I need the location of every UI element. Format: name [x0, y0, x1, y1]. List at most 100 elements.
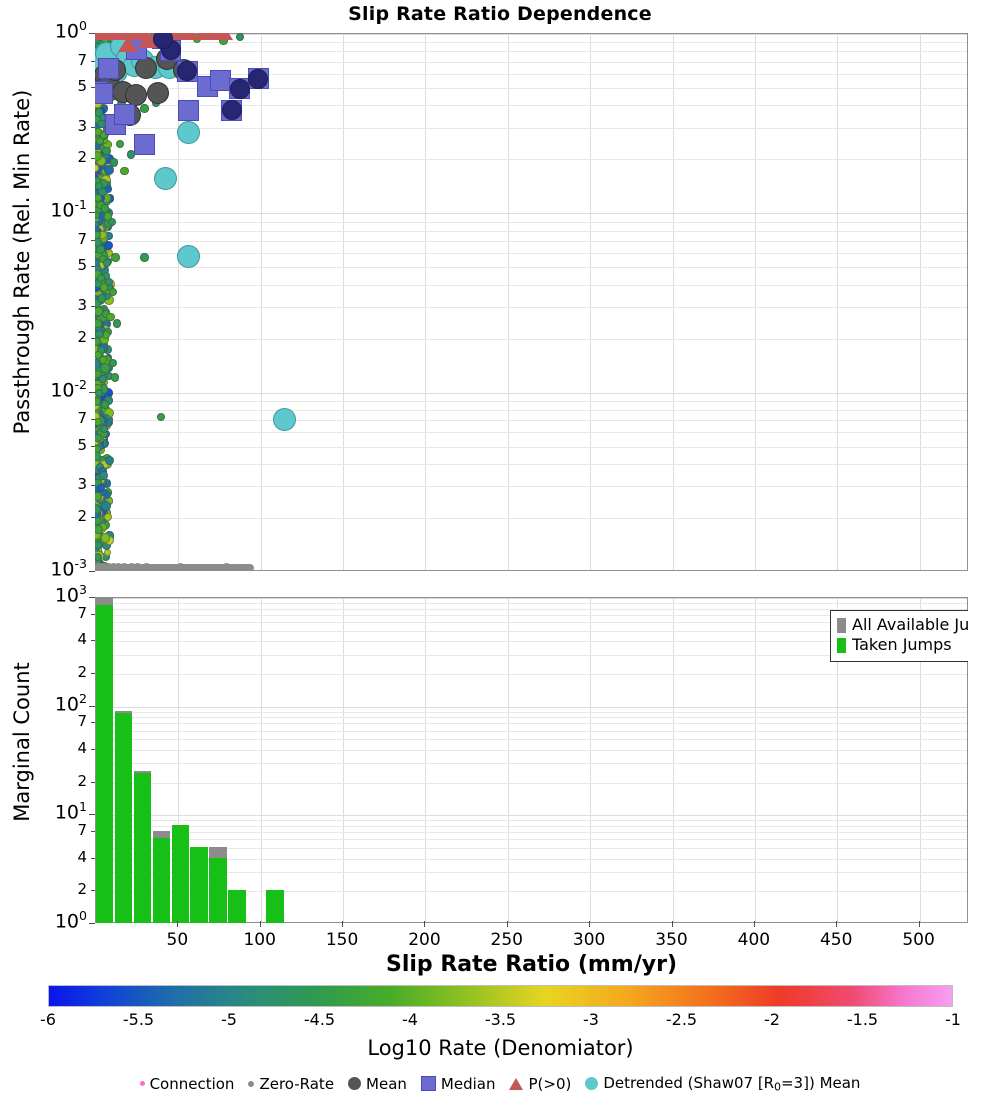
gridline-horizontal [96, 598, 967, 599]
hist-y-tick-label-minor: 2 [77, 662, 87, 681]
colorbar-tick-label: -2 [764, 1010, 780, 1029]
gridline-horizontal [96, 34, 967, 35]
histogram-bar-taken [209, 857, 227, 923]
hist-y-tick-label-minor: 7 [77, 821, 87, 840]
x-tick-label: 450 [819, 930, 853, 950]
hist-y-tick-label-minor: 4 [77, 630, 87, 649]
gridline-horizontal [96, 230, 967, 232]
histogram-bar-taken [152, 838, 170, 923]
legend-entry: Detrended (Shaw07 [R0=3]) Mean [585, 1074, 860, 1094]
colorbar-tick-label: -4.5 [303, 1010, 336, 1029]
hist-y-tick-label-major: 100 [54, 908, 87, 933]
gridline-horizontal [96, 825, 967, 827]
y-tick-label-major: 10-1 [50, 197, 87, 222]
gridline-vertical [919, 34, 921, 570]
gridline-vertical [754, 34, 756, 570]
gridline-horizontal [96, 782, 967, 784]
colorbar-tick-label: -3.5 [484, 1010, 517, 1029]
gridline-horizontal [96, 723, 967, 725]
y-tick-label-minor: 2 [77, 507, 87, 525]
y-tick-label-major: 10-2 [50, 376, 87, 401]
y-tick-mark [91, 240, 95, 242]
colorbar-tick-label: -4 [402, 1010, 418, 1029]
x-tick-mark [671, 921, 673, 927]
gridline-horizontal [96, 410, 967, 412]
gridline-horizontal [96, 464, 967, 466]
legend-swatch-all-available-jumps [837, 617, 846, 633]
hist-y-tick-label-major: 102 [54, 690, 87, 715]
gridline-horizontal [96, 241, 967, 243]
histogram-bar-taken [228, 890, 246, 923]
legend-icon-dot [139, 1081, 145, 1087]
y-tick-mark [91, 640, 95, 642]
gridline-horizontal [96, 284, 967, 286]
y-tick-mark [89, 212, 95, 214]
y-tick-label-minor: 3 [77, 296, 87, 315]
colorbar-tick-labels: -6 -5.5 -5 -4.5 -4 -3.5 -3 -2.5 -2 -1.5 -1 [40, 1010, 961, 1032]
y-tick-mark [91, 60, 95, 62]
y-tick-mark [91, 445, 95, 447]
y-tick-label-minor: 3 [77, 475, 87, 494]
y-tick-mark [91, 158, 95, 160]
gridline-horizontal [96, 127, 967, 129]
x-tick-mark [753, 921, 755, 927]
legend-label: Zero-Rate [259, 1074, 335, 1093]
gridline-horizontal [96, 614, 967, 616]
legend-entry: Mean [348, 1075, 407, 1093]
colorbar-tick-label: -2.5 [665, 1010, 698, 1029]
histogram-legend-label: All Available Jumps [852, 615, 968, 634]
histogram-y-axis-title: Marginal Count [10, 662, 34, 822]
scatter-plot-axes [95, 33, 968, 571]
histogram-bar-taken [95, 604, 114, 923]
colorbar-title: Log10 Rate (Denomiator) [367, 1036, 634, 1060]
hist-y-tick-label-major: 103 [54, 582, 87, 607]
gridline-vertical [425, 34, 427, 570]
gridline-horizontal [96, 622, 967, 624]
gridline-horizontal [96, 51, 967, 53]
gridline-horizontal [96, 654, 967, 656]
colorbar-tick-label: -1.5 [846, 1010, 879, 1029]
x-tick-label: 500 [902, 930, 935, 950]
hist-y-tick-label-minor: 4 [77, 738, 87, 757]
y-tick-mark [89, 597, 95, 598]
gridline-horizontal [96, 739, 967, 741]
x-tick-mark [424, 921, 426, 927]
x-tick-label: 300 [572, 930, 606, 950]
gridline-horizontal [96, 706, 967, 708]
y-tick-mark [89, 814, 95, 816]
gridline-horizontal [96, 673, 967, 675]
histogram-bar-taken [114, 713, 133, 923]
x-axis-tick-labels: 50 100 150 200 250 300 350 400 450 500 [95, 921, 968, 953]
legend-swatch-taken-jumps [837, 638, 846, 654]
gridline-horizontal [96, 848, 967, 850]
histogram-axes [95, 597, 968, 923]
x-tick-label: 50 [166, 930, 189, 950]
gridline-vertical [260, 598, 262, 922]
gridline-vertical [178, 34, 180, 570]
y-tick-mark [91, 781, 95, 783]
histogram-bar-taken [133, 773, 152, 923]
gridline-horizontal [96, 858, 967, 860]
histogram-legend-label: Taken Jumps [852, 635, 952, 655]
x-tick-label: 400 [737, 930, 771, 950]
y-tick-mark [91, 748, 95, 750]
y-tick-mark [91, 517, 95, 518]
y-tick-mark [91, 857, 95, 859]
hist-y-tick-label-minor: 4 [77, 847, 87, 866]
histogram-bar-taken [171, 824, 189, 923]
colorbar-container [48, 985, 953, 1007]
gridline-vertical [672, 598, 674, 922]
gridline-horizontal [96, 73, 967, 75]
y-tick-mark [91, 337, 95, 339]
x-tick-mark [177, 921, 179, 927]
y-tick-mark [89, 571, 95, 572]
y-tick-mark [91, 890, 95, 892]
x-tick-label: 150 [325, 930, 359, 950]
legend-label: P(>0) [528, 1074, 572, 1093]
legend-label: Mean [366, 1074, 407, 1093]
legend-icon-triangle [509, 1077, 524, 1090]
legend-icon-circle [348, 1077, 362, 1091]
gridline-vertical [507, 34, 509, 570]
gridline-horizontal [96, 213, 967, 215]
